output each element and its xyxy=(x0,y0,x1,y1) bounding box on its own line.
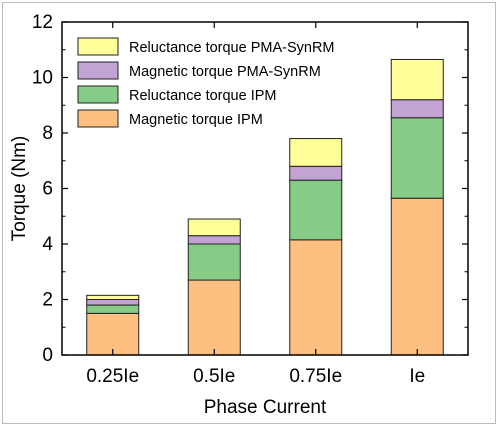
y-tick-label: 4 xyxy=(42,234,53,255)
x-tick-label: 0.25Ie xyxy=(86,366,139,387)
legend-swatch xyxy=(77,109,119,128)
bar-segment xyxy=(289,138,343,167)
bar-segment xyxy=(86,294,140,300)
y-axis-title: Torque (Nm) xyxy=(9,136,30,242)
x-tick-label: Ie xyxy=(409,366,425,387)
y-tick-label: 10 xyxy=(32,68,53,89)
bar-segment xyxy=(390,197,444,356)
legend-label: Magnetic torque PMA-SynRM xyxy=(129,64,321,80)
legend-swatch xyxy=(77,85,119,104)
bar-segment xyxy=(187,218,241,237)
legend-label: Magnetic torque IPM xyxy=(129,112,263,128)
bar-segment xyxy=(289,179,343,241)
bar-segment xyxy=(86,304,140,314)
bar-segment xyxy=(187,279,241,356)
bar-segment xyxy=(390,58,444,101)
bar-segment xyxy=(289,239,343,356)
bar-segment xyxy=(390,117,444,199)
legend-swatch xyxy=(77,61,119,80)
bar-segment xyxy=(390,99,444,119)
y-tick-label: 2 xyxy=(42,290,53,311)
bar-segment xyxy=(86,312,140,356)
y-axis-ticks: 0 2 4 6 8 10 12 xyxy=(32,12,468,366)
x-axis-ticks: 0.25Ie 0.5Ie 0.75Ie Ie xyxy=(86,22,425,387)
bar-segment xyxy=(187,243,241,281)
legend: Reluctance torque PMA-SynRM Magnetic torq… xyxy=(77,37,335,128)
y-tick-label: 0 xyxy=(42,345,53,366)
bar-segment xyxy=(86,299,140,306)
bars-group xyxy=(86,58,444,356)
x-axis-title: Phase Current xyxy=(204,397,327,418)
legend-swatch xyxy=(77,37,119,56)
x-tick-label: 0.5Ie xyxy=(193,366,235,387)
x-tick-label: 0.75Ie xyxy=(289,366,342,387)
y-tick-label: 8 xyxy=(42,123,53,144)
y-tick-label: 12 xyxy=(32,12,53,33)
legend-label: Reluctance torque PMA-SynRM xyxy=(129,40,335,56)
bar-segment xyxy=(289,165,343,181)
bar-segment xyxy=(187,235,241,245)
legend-label: Reluctance torque IPM xyxy=(129,88,277,104)
y-tick-label: 6 xyxy=(42,179,53,200)
